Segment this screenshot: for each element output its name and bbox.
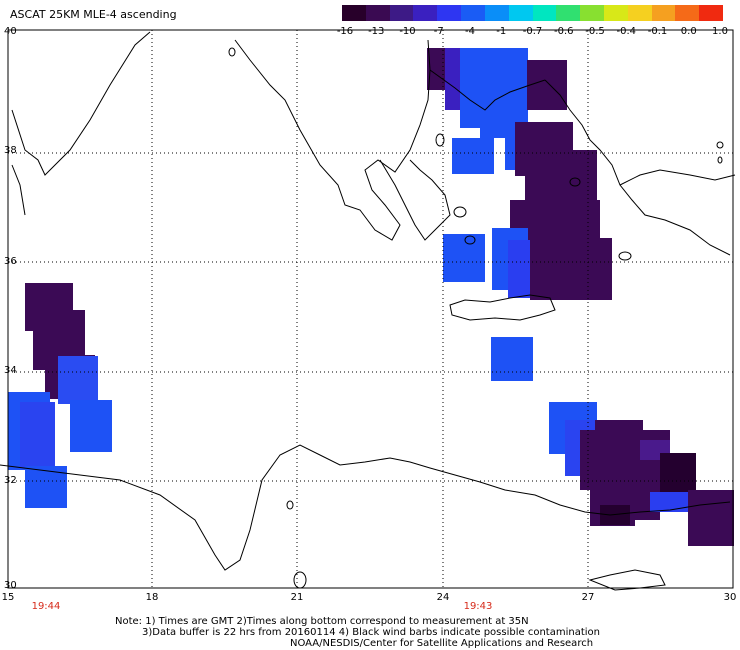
note-line-2: 3)Data buffer is 22 hrs from 20160114 4)… — [142, 627, 600, 638]
colorbar-swatch — [675, 5, 700, 21]
note-line-1: Note: 1) Times are GMT 2)Times along bot… — [115, 616, 529, 627]
y-tick-38: 38 — [4, 145, 17, 156]
colorbar-swatch — [461, 5, 485, 21]
swath-west — [8, 283, 112, 508]
colorbar-label: -0.4 — [616, 26, 637, 37]
x-tick-18: 18 — [145, 592, 159, 603]
colorbar-label: -10 — [399, 26, 416, 37]
colorbar-label: -4 — [465, 26, 475, 37]
colorbar-swatch — [532, 5, 557, 21]
colorbar-swatch — [413, 5, 438, 21]
colorbar-label: -0.5 — [585, 26, 605, 37]
colorbar-swatch — [699, 5, 723, 21]
x-tick-27: 27 — [581, 592, 595, 603]
colorbar-swatch — [651, 5, 676, 21]
colorbar-swatch — [342, 5, 366, 21]
colorbar-swatch — [603, 5, 628, 21]
time-label-west: 19:44 — [31, 601, 61, 612]
colorbar-label: -16 — [336, 26, 354, 37]
y-tick-30: 30 — [4, 580, 17, 591]
map-frame — [7, 29, 734, 589]
colorbar-swatch — [627, 5, 652, 21]
colorbar-swatch — [508, 5, 533, 21]
x-tick-30: 30 — [723, 592, 737, 603]
time-label-east: 19:43 — [463, 601, 493, 612]
map-title: ASCAT 25KM MLE-4 ascending — [10, 8, 177, 21]
colorbar-label: -13 — [368, 26, 385, 37]
colorbar-swatch — [580, 5, 604, 21]
x-tick-15: 15 — [1, 592, 15, 603]
y-tick-34: 34 — [4, 365, 17, 376]
colorbar-swatch — [556, 5, 581, 21]
swath-east — [549, 402, 734, 546]
colorbar — [342, 5, 723, 21]
colorbar-label: 0.0 — [680, 26, 697, 37]
y-tick-32: 32 — [4, 475, 17, 486]
colorbar-label: -1 — [496, 26, 507, 37]
gridlines — [8, 30, 733, 588]
colorbar-swatch — [365, 5, 390, 21]
colorbar-label: -7 — [433, 26, 444, 37]
x-tick-21: 21 — [290, 592, 304, 603]
x-tick-24: 24 — [436, 592, 450, 603]
colorbar-label: 1.0 — [712, 26, 728, 37]
note-line-3: NOAA/NESDIS/Center for Satellite Applica… — [290, 638, 594, 649]
colorbar-swatch — [389, 5, 414, 21]
colorbar-label: -0.7 — [522, 26, 543, 37]
coastlines — [0, 31, 736, 591]
colorbar-label: -0.6 — [553, 26, 574, 37]
colorbar-swatch — [484, 5, 509, 21]
y-tick-40: 40 — [4, 26, 17, 37]
colorbar-label: -0.1 — [647, 26, 668, 37]
colorbar-swatch — [437, 5, 462, 21]
y-tick-36: 36 — [4, 256, 17, 267]
swath-aegean — [427, 48, 612, 381]
